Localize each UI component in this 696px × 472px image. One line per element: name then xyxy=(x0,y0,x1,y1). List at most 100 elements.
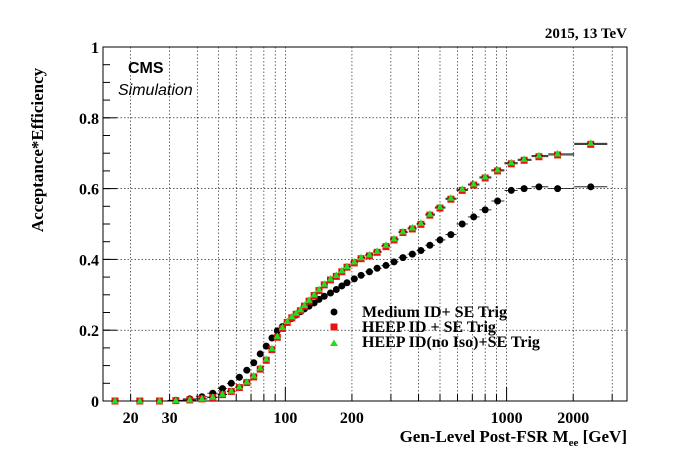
legend-marker-heep-id xyxy=(330,323,338,331)
point-medium-id xyxy=(350,275,358,283)
x-tick-label: 1000 xyxy=(491,410,523,427)
point-medium-id xyxy=(268,334,276,342)
x-axis-title-main: Gen-Level Post-FSR M xyxy=(400,427,569,446)
legend-marker-medium-id xyxy=(330,308,338,316)
point-heep-noiso xyxy=(481,172,489,180)
y-tick-label: 1 xyxy=(91,40,99,57)
point-heep-noiso xyxy=(235,382,243,390)
point-medium-id xyxy=(262,342,270,350)
point-medium-id xyxy=(390,258,398,266)
point-medium-id xyxy=(417,247,425,255)
point-heep-noiso xyxy=(390,234,398,242)
point-medium-id xyxy=(365,268,373,276)
point-heep-noiso xyxy=(436,203,444,210)
point-medium-id xyxy=(256,350,264,358)
point-heep-noiso xyxy=(262,355,270,362)
point-heep-noiso xyxy=(278,323,286,330)
point-medium-id xyxy=(436,236,444,244)
point-heep-noiso xyxy=(243,377,251,385)
grid xyxy=(103,47,627,401)
legend-marker-heep-noiso xyxy=(330,339,338,346)
point-medium-id xyxy=(399,254,407,262)
point-heep-noiso xyxy=(338,266,346,274)
cms-label: CMS xyxy=(128,60,164,77)
x-axis-title: Gen-Level Post-FSR Mee [GeV] xyxy=(400,427,627,449)
point-heep-noiso xyxy=(587,139,595,146)
point-heep-noiso xyxy=(382,241,390,248)
point-medium-id xyxy=(243,366,251,374)
point-medium-id xyxy=(554,185,562,193)
y-tick-label: 0 xyxy=(91,394,99,411)
point-medium-id xyxy=(382,261,390,269)
point-medium-id xyxy=(470,213,478,221)
point-heep-noiso xyxy=(315,285,323,293)
point-heep-noiso xyxy=(111,397,119,404)
point-medium-id xyxy=(320,292,328,300)
point-medium-id xyxy=(426,241,434,249)
point-heep-noiso xyxy=(520,155,528,162)
point-medium-id xyxy=(250,359,258,367)
energy-label: 2015, 13 TeV xyxy=(545,26,627,42)
point-heep-noiso xyxy=(357,253,365,261)
point-medium-id xyxy=(587,183,595,191)
y-tick-label: 0.4 xyxy=(79,252,99,269)
point-heep-noiso xyxy=(554,149,562,157)
y-tick-label: 0.2 xyxy=(79,323,99,340)
point-heep-noiso xyxy=(227,387,235,394)
point-heep-noiso xyxy=(300,301,309,309)
point-heep-noiso xyxy=(417,219,425,226)
x-tick-label: 2000 xyxy=(557,410,589,427)
legend: Medium ID+ SE Trig HEEP ID + SE Trig HEE… xyxy=(330,304,540,351)
point-heep-noiso xyxy=(535,151,543,159)
point-heep-noiso xyxy=(399,227,407,235)
legend-label-heep-noiso: HEEP ID(no Iso)+SE Trig xyxy=(362,334,540,351)
y-tick-label: 0.8 xyxy=(79,111,99,128)
point-medium-id xyxy=(218,385,226,393)
point-medium-id xyxy=(326,289,334,297)
point-medium-id xyxy=(235,373,243,381)
x-tick-label: 30 xyxy=(162,410,178,427)
point-medium-id xyxy=(535,183,543,191)
point-medium-id xyxy=(458,220,466,228)
x-axis-title-subscript: ee xyxy=(569,437,579,449)
point-heep-noiso xyxy=(292,309,300,316)
point-medium-id xyxy=(343,279,351,287)
point-heep-noiso xyxy=(310,290,318,298)
point-heep-noiso xyxy=(296,305,305,313)
point-heep-noiso xyxy=(458,185,466,192)
point-heep-noiso xyxy=(350,257,358,265)
point-medium-id xyxy=(494,197,502,205)
point-medium-id xyxy=(447,231,455,239)
x-tick-labels: 20 30 100 200 1000 2000 xyxy=(123,410,590,427)
x-tick-label: 100 xyxy=(273,410,297,427)
point-medium-id xyxy=(357,271,365,279)
point-heep-noiso xyxy=(283,317,291,324)
point-heep-noiso xyxy=(305,296,313,303)
point-heep-noiso xyxy=(256,364,264,371)
y-tick-label: 0.6 xyxy=(79,182,99,199)
point-medium-id xyxy=(373,264,381,272)
point-medium-id xyxy=(227,379,235,387)
point-heep-noiso xyxy=(373,247,381,254)
point-heep-noiso xyxy=(343,262,351,270)
point-heep-noiso xyxy=(172,396,180,404)
point-heep-noiso xyxy=(198,394,206,402)
point-heep-noiso xyxy=(408,223,416,231)
data-points xyxy=(103,139,608,405)
point-medium-id xyxy=(332,285,340,293)
point-heep-noiso xyxy=(470,179,478,187)
point-heep-noiso xyxy=(447,194,455,201)
point-heep-noiso xyxy=(493,165,502,173)
point-heep-noiso xyxy=(268,344,276,352)
point-heep-noiso xyxy=(186,395,194,403)
simulation-label: Simulation xyxy=(118,82,193,99)
point-heep-noiso xyxy=(136,397,144,404)
point-medium-id xyxy=(481,206,489,214)
y-axis-title: Acceptance*Efficiency xyxy=(28,67,47,232)
y-tick-labels: 0 0.2 0.4 0.6 0.8 1 xyxy=(79,40,99,411)
x-tick-label: 20 xyxy=(123,410,139,427)
point-heep-noiso xyxy=(155,397,164,404)
point-heep-noiso xyxy=(507,158,515,166)
point-medium-id xyxy=(408,250,416,258)
